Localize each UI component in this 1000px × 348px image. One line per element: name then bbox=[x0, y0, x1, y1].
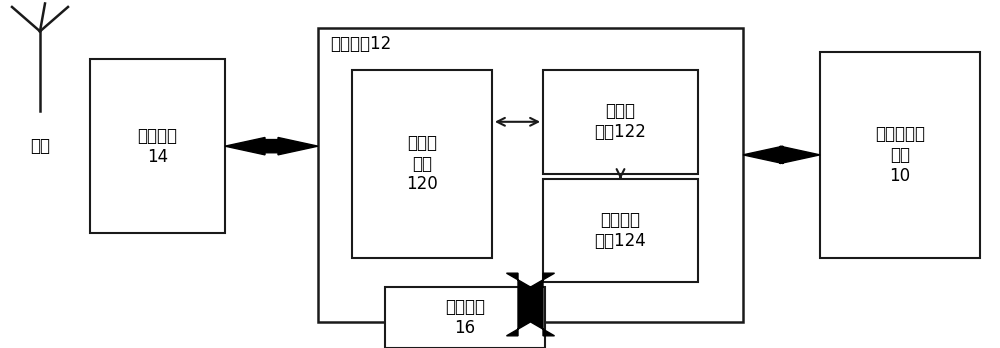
Text: 从控制
芯版122: 从控制 芯版122 bbox=[595, 102, 646, 141]
Bar bbox=[820, 52, 980, 258]
Bar bbox=[318, 28, 743, 322]
Text: 无线传感器
模块
10: 无线传感器 模块 10 bbox=[875, 125, 925, 185]
Bar bbox=[543, 179, 698, 282]
Text: 无线模块
14: 无线模块 14 bbox=[138, 127, 178, 166]
Text: 供电模块
16: 供电模块 16 bbox=[445, 298, 485, 337]
Text: 控制模块12: 控制模块12 bbox=[330, 35, 391, 53]
Text: 主控制
芯片
120: 主控制 芯片 120 bbox=[406, 134, 438, 193]
Text: 天线: 天线 bbox=[30, 137, 50, 155]
Bar bbox=[352, 70, 492, 258]
Polygon shape bbox=[225, 137, 318, 155]
Bar bbox=[385, 287, 545, 348]
Bar bbox=[90, 59, 225, 233]
Text: 存储卡控
制器124: 存储卡控 制器124 bbox=[595, 211, 646, 250]
Polygon shape bbox=[743, 146, 820, 164]
Polygon shape bbox=[506, 273, 554, 336]
Bar bbox=[543, 70, 698, 174]
